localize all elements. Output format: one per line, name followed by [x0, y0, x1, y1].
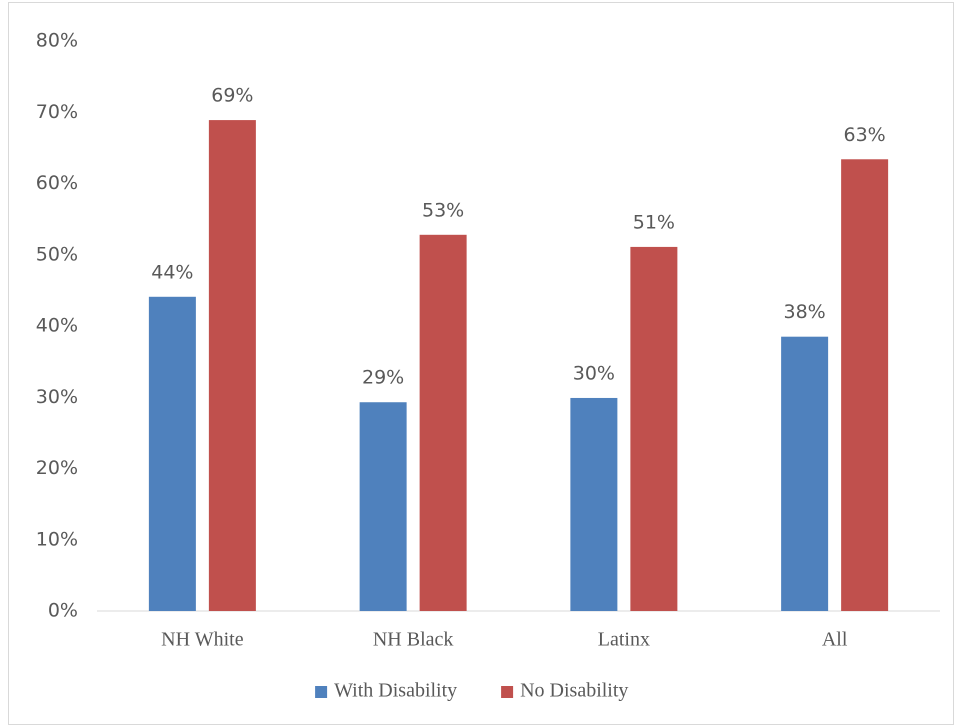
data-label: 29%: [362, 367, 404, 389]
x-tick-label: NH White: [161, 629, 244, 651]
legend-swatch: [315, 686, 328, 698]
y-tick-label: 10%: [36, 528, 78, 550]
data-label: 69%: [211, 85, 253, 107]
y-tick-label: 50%: [36, 243, 78, 265]
legend-label: No Disability: [520, 680, 628, 702]
data-label: 38%: [784, 301, 826, 323]
data-label: 44%: [151, 261, 193, 283]
x-tick-label: Latinx: [598, 629, 650, 651]
data-label: 30%: [573, 362, 615, 384]
data-label: 51%: [633, 211, 675, 233]
y-tick-label: 70%: [36, 101, 78, 123]
y-tick-label: 60%: [36, 172, 78, 194]
bar: [570, 397, 618, 611]
bar: [419, 234, 467, 612]
legend-label: With Disability: [334, 680, 457, 702]
y-tick-label: 20%: [36, 457, 78, 479]
y-tick-label: 40%: [36, 315, 78, 337]
bar: [781, 336, 829, 611]
x-tick-label: NH Black: [373, 629, 454, 651]
y-tick-label: 30%: [36, 386, 78, 408]
y-tick-label: 0%: [48, 600, 78, 622]
bar: [148, 296, 196, 611]
data-label: 53%: [422, 199, 464, 221]
bar: [208, 120, 256, 612]
legend-swatch: [501, 686, 514, 698]
x-tick-label: All: [822, 629, 848, 651]
bar: [841, 159, 889, 611]
bar: [630, 246, 678, 611]
bar: [359, 402, 407, 611]
y-tick-label: 80%: [36, 30, 78, 52]
data-label: 63%: [844, 124, 886, 146]
